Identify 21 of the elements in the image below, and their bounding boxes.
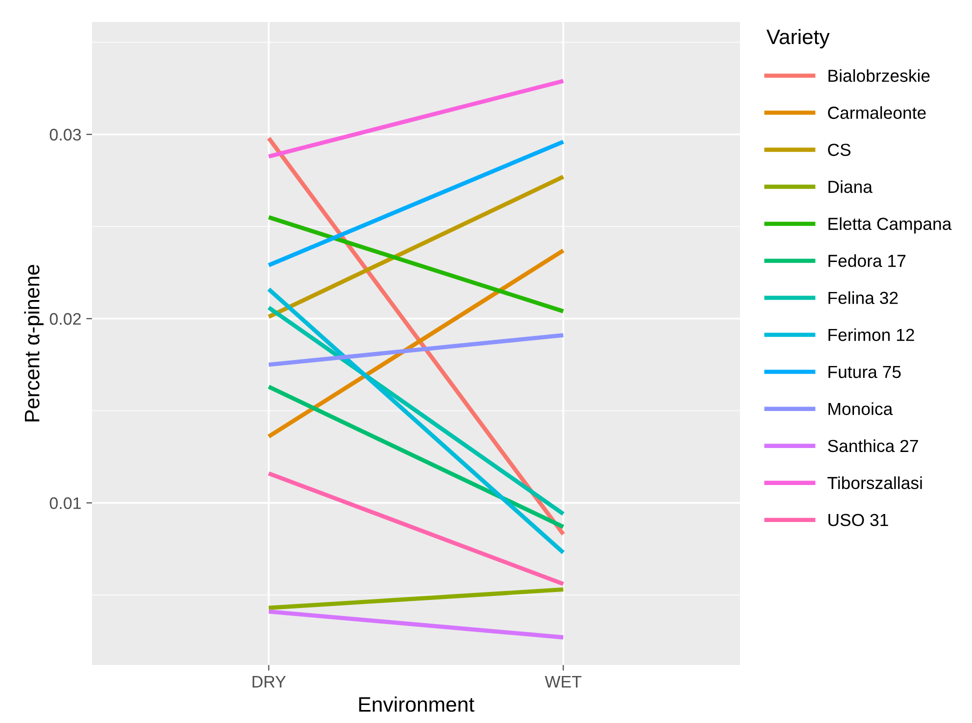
legend-label: Eletta Campana — [828, 217, 952, 234]
legend-label: USO 31 — [828, 514, 888, 526]
legend-label: Bialobrzeskie — [828, 69, 930, 82]
legend-label: CS — [828, 144, 850, 156]
x-tick-label: WET — [544, 676, 582, 688]
x-axis-title: Environment — [359, 696, 474, 712]
legend-label: Futura 75 — [828, 366, 901, 378]
legend-label: Diana — [828, 180, 873, 193]
y-axis-title: Percent α-pinene — [24, 264, 44, 422]
legend-label: Ferimon 12 — [828, 328, 914, 342]
y-tick-label: 0.03 — [50, 128, 81, 141]
legend-label: Carmaleonte — [828, 106, 926, 119]
y-tick-label: 0.02 — [50, 313, 81, 325]
x-tick-label: DRY — [252, 676, 286, 688]
y-tick-label: 0.01 — [50, 497, 81, 510]
legend-label: Tiborszallasi — [828, 476, 922, 490]
legend-label: Monoica — [828, 402, 893, 416]
legend-label: Fedora 17 — [828, 254, 906, 268]
legend-label: Felina 32 — [828, 291, 898, 304]
legend-title: Variety — [766, 28, 830, 48]
legend-label: Santhica 27 — [828, 439, 918, 452]
